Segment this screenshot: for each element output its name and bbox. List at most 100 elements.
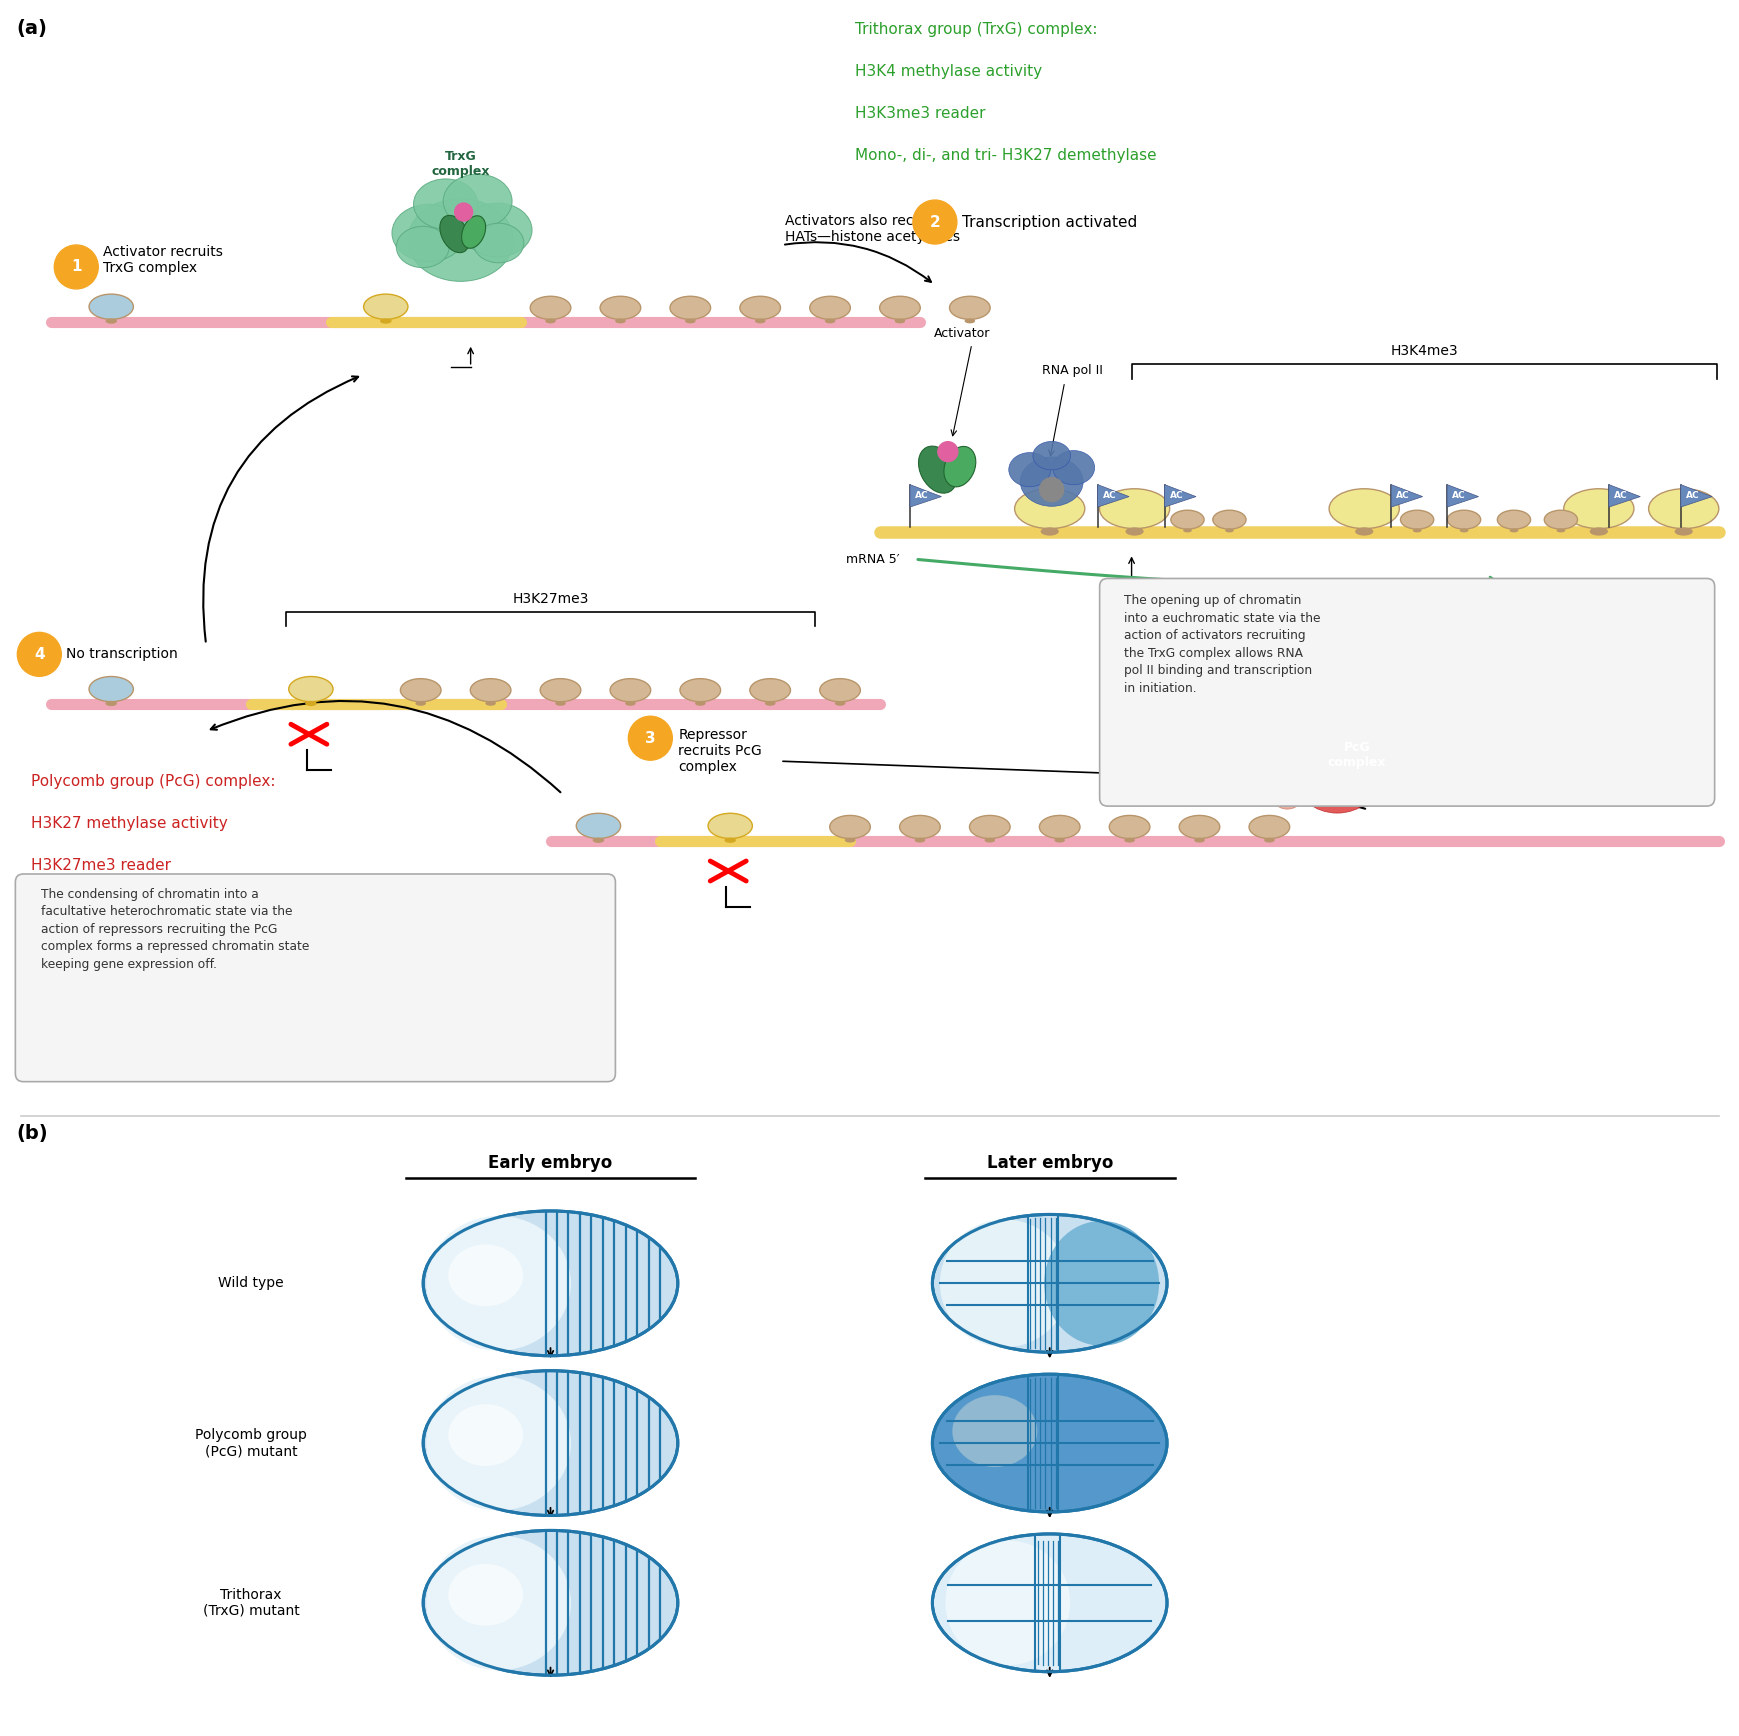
Text: Wild type: Wild type: [217, 1276, 283, 1290]
Ellipse shape: [969, 816, 1010, 838]
Ellipse shape: [106, 701, 117, 707]
Bar: [1556, 519, 1563, 531]
Bar: [725, 825, 734, 840]
Text: H3K27me3 reader: H3K27me3 reader: [31, 858, 170, 873]
Bar: [1226, 519, 1231, 531]
Ellipse shape: [530, 297, 570, 319]
Ellipse shape: [449, 1245, 523, 1305]
Ellipse shape: [1412, 528, 1421, 533]
Ellipse shape: [1589, 528, 1607, 536]
Text: AC: AC: [1452, 491, 1464, 500]
Bar: [687, 307, 694, 321]
Ellipse shape: [932, 1215, 1167, 1352]
Ellipse shape: [423, 1531, 678, 1675]
Ellipse shape: [485, 701, 496, 707]
Bar: [1591, 507, 1603, 531]
Ellipse shape: [461, 215, 485, 248]
Polygon shape: [1391, 484, 1423, 507]
Ellipse shape: [750, 679, 790, 701]
Ellipse shape: [1123, 838, 1134, 842]
Bar: [1358, 507, 1370, 531]
Ellipse shape: [600, 297, 640, 319]
Text: Early embryo: Early embryo: [489, 1153, 612, 1172]
Text: AC: AC: [1169, 491, 1183, 500]
Ellipse shape: [89, 677, 134, 701]
Ellipse shape: [1447, 510, 1480, 529]
Polygon shape: [1447, 484, 1478, 507]
Ellipse shape: [809, 297, 850, 319]
Ellipse shape: [423, 1371, 678, 1516]
Ellipse shape: [824, 319, 835, 323]
Polygon shape: [1097, 484, 1129, 507]
Ellipse shape: [1183, 528, 1191, 533]
Ellipse shape: [449, 1564, 523, 1627]
Ellipse shape: [1294, 741, 1379, 812]
Ellipse shape: [1099, 490, 1169, 528]
Text: Later embryo: Later embryo: [986, 1153, 1113, 1172]
Circle shape: [17, 632, 61, 677]
Text: Activators also recruit:
HATs—histone acetylases: Activators also recruit: HATs—histone ac…: [784, 214, 960, 245]
Bar: [836, 689, 843, 703]
Text: Repressors also recruit:
HDACs—histone deacetylases: Repressors also recruit: HDACs—histone d…: [31, 944, 238, 974]
Text: AC: AC: [1614, 491, 1626, 500]
Ellipse shape: [1294, 713, 1403, 806]
Bar: [896, 307, 903, 321]
Ellipse shape: [610, 679, 650, 701]
Ellipse shape: [449, 1404, 523, 1465]
Ellipse shape: [89, 293, 134, 319]
Ellipse shape: [616, 319, 626, 323]
Ellipse shape: [289, 677, 332, 701]
Ellipse shape: [765, 701, 776, 707]
Bar: [417, 689, 424, 703]
Ellipse shape: [984, 838, 995, 842]
Bar: [696, 689, 703, 703]
Text: Polycomb group
(PcG) mutant: Polycomb group (PcG) mutant: [195, 1429, 306, 1458]
Bar: [986, 826, 993, 840]
Ellipse shape: [949, 297, 989, 319]
Bar: [108, 306, 115, 321]
Ellipse shape: [1109, 816, 1149, 838]
Ellipse shape: [473, 224, 523, 262]
Text: TrxG
complex: TrxG complex: [431, 149, 490, 179]
Ellipse shape: [1179, 816, 1219, 838]
Ellipse shape: [880, 297, 920, 319]
Bar: [487, 689, 494, 703]
Ellipse shape: [1556, 528, 1565, 533]
Ellipse shape: [414, 179, 478, 229]
Text: PcG
complex: PcG complex: [1327, 741, 1386, 769]
Ellipse shape: [835, 701, 845, 707]
Bar: [756, 307, 763, 321]
Text: Activator recruits
TrxG complex: Activator recruits TrxG complex: [103, 245, 223, 274]
Ellipse shape: [1509, 528, 1518, 533]
Ellipse shape: [440, 215, 470, 253]
Text: mRNA 5′: mRNA 5′: [845, 554, 899, 566]
Text: 3: 3: [645, 731, 656, 746]
Text: AC: AC: [1685, 491, 1699, 500]
Text: Trithorax
(TrxG) mutant: Trithorax (TrxG) mutant: [202, 1588, 299, 1618]
Bar: [1461, 519, 1466, 531]
Ellipse shape: [363, 293, 407, 319]
Ellipse shape: [1125, 528, 1143, 536]
Ellipse shape: [1259, 724, 1315, 799]
Ellipse shape: [1673, 528, 1692, 536]
Bar: [1056, 826, 1063, 840]
Bar: [595, 825, 602, 840]
Ellipse shape: [1033, 441, 1069, 470]
Text: Mono-, di-, and tri- H3K27 demethylase: Mono-, di-, and tri- H3K27 demethylase: [854, 148, 1156, 163]
Ellipse shape: [426, 1375, 570, 1510]
Ellipse shape: [694, 701, 704, 707]
Text: H3K4me3: H3K4me3: [1389, 344, 1457, 358]
Bar: [1129, 507, 1141, 531]
Text: Repressor
recruits PcG
complex: Repressor recruits PcG complex: [678, 727, 762, 774]
Ellipse shape: [1343, 715, 1414, 776]
Bar: [626, 689, 633, 703]
Ellipse shape: [944, 1540, 1069, 1665]
Ellipse shape: [685, 319, 696, 323]
Bar: [1509, 519, 1516, 531]
Text: RNA pol II: RNA pol II: [1042, 365, 1103, 377]
Ellipse shape: [1400, 510, 1433, 529]
Ellipse shape: [1052, 451, 1094, 484]
Polygon shape: [909, 484, 941, 507]
FancyBboxPatch shape: [16, 873, 616, 1082]
Ellipse shape: [1019, 457, 1083, 507]
